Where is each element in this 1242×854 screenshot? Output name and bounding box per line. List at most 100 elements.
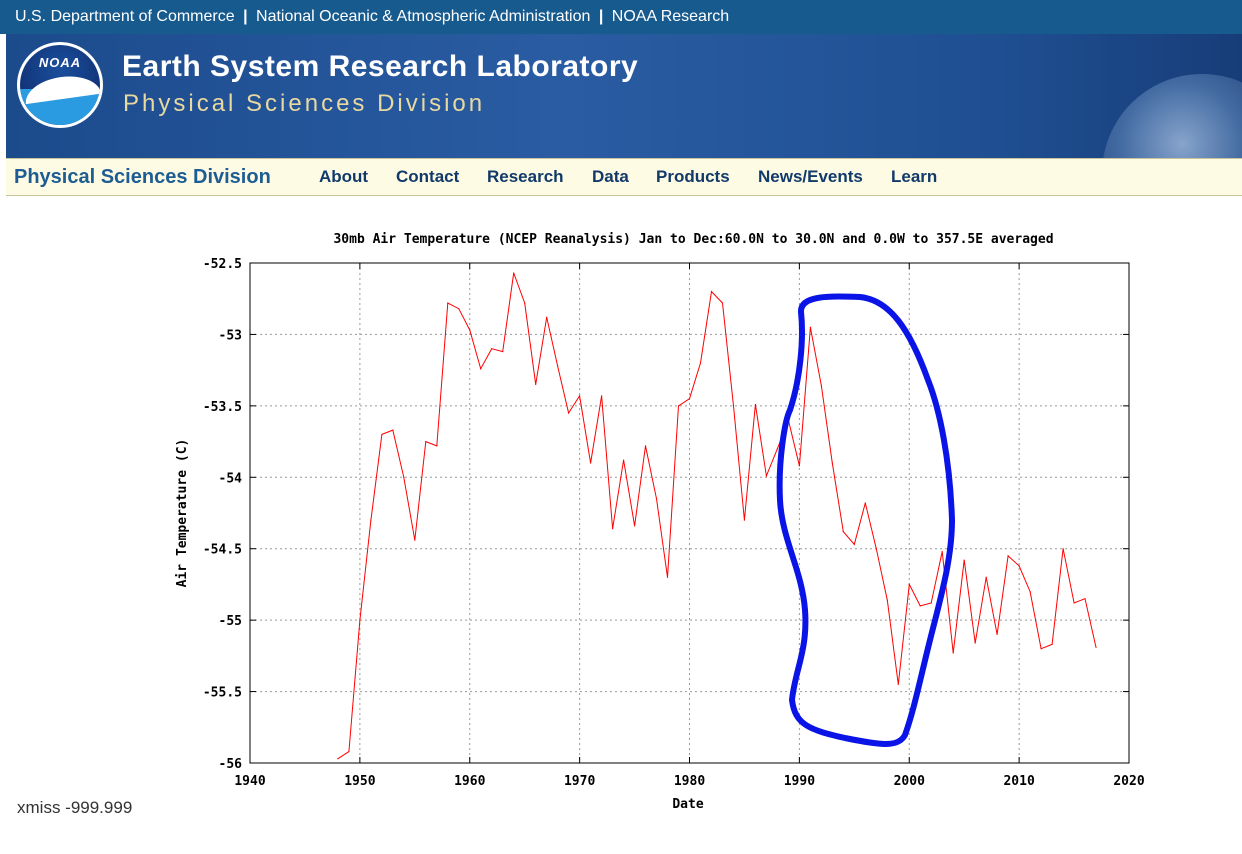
temperature-series-line	[337, 272, 1097, 760]
data-point	[864, 502, 866, 504]
data-point	[469, 329, 471, 331]
data-point	[853, 543, 855, 546]
data-point	[425, 440, 427, 443]
data-point	[535, 383, 537, 386]
data-point	[831, 462, 833, 464]
data-point	[381, 433, 383, 436]
y-tick-label: -54	[219, 471, 243, 486]
data-point	[699, 362, 702, 364]
data-point	[348, 750, 350, 753]
data-point	[458, 308, 460, 310]
data-point	[655, 498, 658, 500]
data-point	[502, 350, 504, 353]
data-point	[590, 462, 592, 464]
data-point	[513, 272, 515, 274]
data-point	[1095, 646, 1097, 648]
noaa-logo[interactable]: NOAA	[17, 42, 103, 128]
data-point	[963, 559, 965, 561]
data-point	[480, 368, 482, 370]
data-point	[436, 445, 438, 447]
data-point	[601, 395, 603, 397]
data-point	[568, 412, 570, 414]
data-point	[1073, 602, 1075, 604]
x-tick-label: 2020	[1113, 774, 1144, 789]
y-tick-label: -52.5	[203, 257, 242, 272]
noaa-research-link[interactable]: NOAA Research	[611, 8, 730, 25]
data-point	[633, 525, 636, 527]
data-point	[952, 652, 954, 654]
logo-text: NOAA	[38, 55, 82, 70]
y-axis-label: Air Temperature (C)	[175, 439, 190, 588]
x-tick-label: 1960	[454, 774, 485, 789]
data-point	[359, 619, 361, 621]
nav-bar: Physical Sciences Division About Contact…	[6, 158, 1242, 196]
x-tick-label: 2010	[1003, 774, 1034, 789]
x-tick-label: 1970	[564, 774, 595, 789]
data-point	[721, 302, 724, 304]
data-point	[392, 429, 394, 431]
nav-item-learn[interactable]: Learn	[891, 167, 938, 186]
y-tick-label: -53.5	[203, 400, 242, 415]
x-tick-label: 1950	[344, 774, 375, 789]
x-tick-label: 1940	[234, 774, 265, 789]
data-point	[688, 398, 691, 400]
data-point	[579, 395, 581, 397]
data-point	[1051, 643, 1053, 646]
data-point	[743, 519, 746, 521]
x-tick-label: 2000	[894, 774, 925, 789]
nav-item-contact[interactable]: Contact	[396, 167, 460, 186]
data-point	[666, 576, 669, 578]
data-point	[1040, 648, 1042, 650]
y-tick-label: -53	[219, 328, 242, 343]
data-point	[798, 465, 800, 467]
data-point	[414, 539, 416, 541]
commerce-link[interactable]: U.S. Department of Commerce	[15, 8, 235, 25]
data-point	[765, 475, 768, 477]
lab-title[interactable]: Earth System Research Laboratory	[122, 50, 639, 83]
data-point	[974, 642, 976, 644]
nav-item-about[interactable]: About	[319, 167, 369, 186]
data-point	[754, 403, 757, 406]
data-point	[820, 385, 822, 387]
y-tick-label: -55.5	[203, 686, 242, 701]
data-point	[622, 459, 625, 461]
data-point	[403, 476, 405, 478]
x-tick-label: 1980	[674, 774, 705, 789]
separator: |	[243, 8, 248, 25]
data-point	[611, 528, 614, 530]
data-point	[875, 548, 877, 550]
data-point	[886, 599, 888, 601]
annotation-circle	[776, 293, 955, 747]
data-point	[842, 530, 844, 533]
nav-item-news-events[interactable]: News/Events	[758, 167, 863, 186]
data-point	[996, 633, 998, 636]
data-point	[370, 519, 372, 521]
x-tick-label: 1990	[784, 774, 815, 789]
data-point	[732, 405, 735, 407]
nav-brand[interactable]: Physical Sciences Division	[14, 166, 271, 188]
y-tick-label: -55	[219, 614, 242, 629]
chart-title: 30mb Air Temperature (NCEP Reanalysis) J…	[333, 232, 1053, 247]
data-point	[941, 550, 943, 553]
y-tick-label: -54.5	[203, 543, 242, 558]
data-point	[985, 576, 987, 578]
data-point	[1084, 598, 1086, 600]
data-point	[524, 302, 526, 304]
data-point	[644, 445, 647, 447]
data-point	[337, 758, 339, 760]
data-point	[447, 302, 449, 304]
nav-item-data[interactable]: Data	[592, 167, 629, 186]
top-bar: U.S. Department of Commerce | National O…	[0, 0, 1242, 34]
data-point	[1029, 590, 1031, 593]
nav-item-research[interactable]: Research	[487, 167, 564, 186]
xmiss-text: xmiss -999.999	[17, 798, 133, 817]
y-tick-label: -56	[219, 757, 243, 772]
data-point	[809, 326, 811, 328]
nav-item-products[interactable]: Products	[656, 167, 730, 186]
noaa-link[interactable]: National Oceanic & Atmospheric Administr…	[256, 8, 591, 25]
division-subtitle: Physical Sciences Division	[123, 90, 486, 117]
x-axis-label: Date	[672, 797, 703, 812]
data-point	[930, 602, 932, 604]
data-point	[546, 316, 548, 318]
